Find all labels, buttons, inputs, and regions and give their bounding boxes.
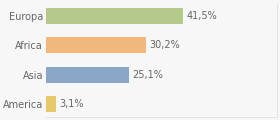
Text: 25,1%: 25,1% [132,70,163,80]
Bar [46,67,129,83]
Text: 30,2%: 30,2% [149,40,180,50]
Text: 3,1%: 3,1% [59,99,84,109]
Bar [46,8,183,24]
Text: 41,5%: 41,5% [186,11,217,21]
Bar [46,37,146,53]
Bar [46,96,56,112]
